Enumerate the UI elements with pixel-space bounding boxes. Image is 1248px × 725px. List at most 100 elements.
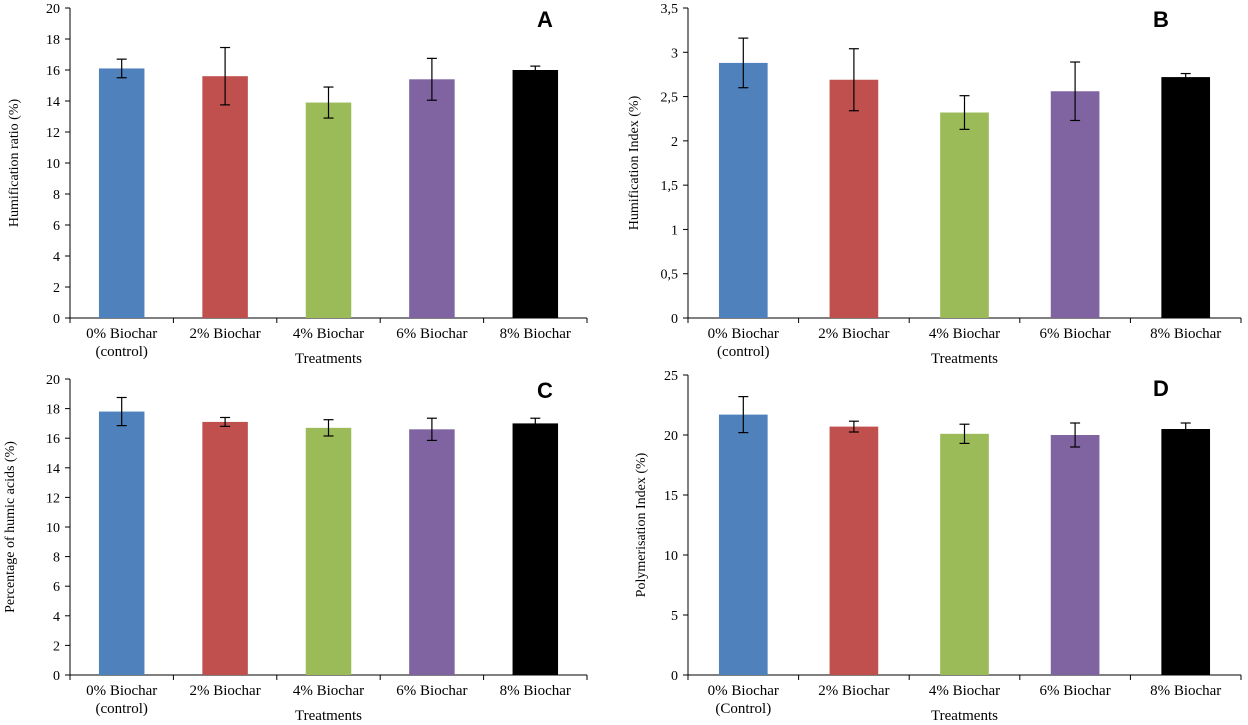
category-label: 4% Biochar [293, 683, 364, 699]
y-tick-label: 20 [664, 429, 678, 444]
bar [305, 427, 352, 675]
error-bar [738, 37, 749, 89]
category-label-line: (control) [717, 344, 769, 360]
y-tick-label: 3,5 [661, 2, 679, 17]
y-tick-label: 16 [46, 64, 60, 79]
bar [98, 68, 145, 318]
y-axis-title: Humification Index (%) [627, 95, 642, 230]
bar [202, 76, 248, 318]
error-bar [530, 65, 541, 75]
error-bar [1070, 422, 1081, 448]
y-axis-title: Polymerisation Index (%) [634, 452, 649, 597]
category-label-line: 2% Biochar [189, 326, 260, 342]
category-label: 8% Biochar [500, 683, 571, 699]
error-bar [1180, 422, 1191, 436]
error-bar [323, 419, 334, 437]
x-axis-title: Treatments [931, 351, 998, 367]
category-label-line: 4% Biochar [293, 683, 364, 699]
error-bar [220, 46, 231, 106]
y-tick-label: 6 [53, 219, 60, 234]
category-label-line: 2% Biochar [818, 683, 889, 699]
y-tick-label: 15 [664, 489, 678, 504]
category-label-line: (Control) [715, 701, 771, 717]
category-label: 2% Biochar [818, 326, 889, 342]
y-tick-label: 14 [46, 462, 60, 477]
y-tick-label: 1 [671, 223, 678, 238]
y-tick-label: 5 [671, 609, 678, 624]
category-label-line: 6% Biochar [1039, 683, 1110, 699]
error-bar [1180, 72, 1191, 82]
category-label-line: 4% Biochar [293, 326, 364, 342]
error-bar [323, 86, 334, 119]
y-axis-title: Percentage of humic acids (%) [3, 441, 18, 613]
category-label: 2% Biochar [818, 683, 889, 699]
error-bar [116, 58, 127, 79]
bar [1050, 435, 1100, 675]
category-label-line: 8% Biochar [1150, 683, 1221, 699]
y-tick-label: 10 [46, 521, 60, 536]
y-tick-label: 8 [53, 188, 60, 203]
category-label: 6% Biochar [1039, 326, 1110, 342]
y-tick-label: 18 [46, 403, 60, 418]
chart-panel-d: 0 5 10 15 20 25 0% Biochar (Control) 2% Biochar 4… [634, 369, 1242, 724]
category-label-line: (control) [95, 701, 147, 717]
bar [829, 426, 879, 675]
y-tick-label: 0 [671, 312, 678, 327]
y-tick-label: 18 [46, 33, 60, 48]
panel-label: B [1153, 7, 1169, 32]
error-bar [116, 396, 127, 427]
category-label: 0% Biochar (Control) [708, 683, 779, 717]
y-tick-label: 4 [53, 610, 60, 625]
category-label: 8% Biochar [1150, 326, 1221, 342]
category-label-line: 6% Biochar [396, 683, 467, 699]
chart-panel-a: 0 2 4 6 8 10 12 14 16 18 20 0% Biochar (control) 2% B… [7, 2, 588, 367]
y-tick-label: 8 [53, 551, 60, 566]
category-label: 0% Biochar (control) [86, 326, 157, 360]
error-bar [426, 417, 437, 442]
y-tick-label: 0,5 [661, 268, 679, 283]
y-tick-label: 0 [53, 312, 60, 327]
category-label-line: 8% Biochar [1150, 326, 1221, 342]
bar [829, 79, 879, 318]
y-tick-label: 2,5 [661, 91, 679, 106]
error-bar [530, 417, 541, 430]
error-bar [848, 420, 859, 433]
x-axis-title: Treatments [931, 708, 998, 724]
category-label-line: 0% Biochar [708, 683, 779, 699]
y-tick-label: 1,5 [661, 179, 679, 194]
category-label: 6% Biochar [396, 326, 467, 342]
y-tick-label: 25 [664, 369, 678, 384]
error-bar [848, 48, 859, 112]
category-label-line: 8% Biochar [500, 683, 571, 699]
bar [409, 79, 455, 318]
bar [409, 429, 455, 675]
bar [1161, 77, 1211, 318]
y-tick-label: 3 [671, 46, 678, 61]
panel-label: A [537, 7, 553, 32]
y-tick-label: 4 [53, 250, 60, 265]
x-axis-title: Treatments [295, 351, 362, 367]
y-tick-label: 12 [46, 491, 60, 506]
category-label-line: 0% Biochar [86, 326, 157, 342]
y-tick-label: 20 [46, 373, 60, 388]
category-label-line: 0% Biochar [86, 683, 157, 699]
y-tick-label: 20 [46, 2, 60, 17]
bar [1161, 429, 1211, 675]
chart-panel-c: 0 2 4 6 8 10 12 14 16 18 20 0% Biochar (control) 2% B… [3, 373, 588, 724]
bar [98, 411, 145, 675]
y-tick-label: 10 [664, 549, 678, 564]
category-label: 2% Biochar [189, 683, 260, 699]
panel-label: C [537, 378, 553, 403]
category-label-line: 6% Biochar [396, 326, 467, 342]
bar [718, 414, 768, 675]
category-label: 6% Biochar [396, 683, 467, 699]
bar [202, 421, 248, 675]
category-label-line: 4% Biochar [929, 683, 1000, 699]
error-bar [959, 423, 970, 444]
bar [512, 423, 559, 675]
bar [940, 433, 989, 675]
y-tick-label: 14 [46, 95, 60, 110]
y-tick-label: 0 [671, 669, 678, 684]
category-label-line: 8% Biochar [500, 326, 571, 342]
bar [305, 102, 352, 318]
